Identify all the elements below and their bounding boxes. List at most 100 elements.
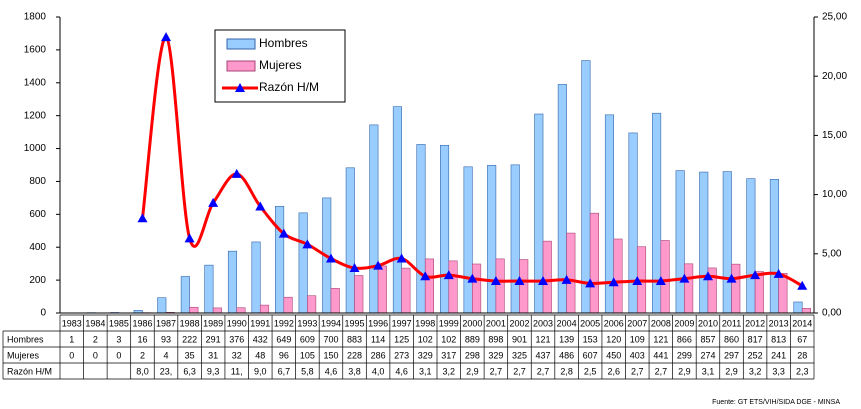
bar — [448, 260, 458, 314]
bar — [157, 297, 167, 314]
ratio-marker — [608, 277, 619, 287]
x-tick-label: 2013 — [769, 318, 789, 328]
bar — [463, 166, 473, 314]
table-row-label: Hombres — [7, 334, 44, 344]
table-cell: 403 — [630, 350, 645, 360]
bar — [746, 178, 756, 314]
x-tick-label: 1992 — [274, 318, 294, 328]
table-cell: 325 — [512, 350, 527, 360]
table-cell: 5,8 — [301, 366, 314, 376]
table-cell: 120 — [606, 334, 621, 344]
y2-tick-label: 10,00 — [822, 189, 847, 200]
table-cell: 102 — [418, 334, 433, 344]
bar — [251, 241, 261, 314]
y-tick-label: 400 — [29, 242, 46, 253]
ratio-marker — [255, 201, 266, 211]
bar — [236, 307, 246, 314]
y-tick-label: 1400 — [24, 77, 47, 88]
table-cell: 96 — [279, 350, 289, 360]
table-cell: 3,3 — [772, 366, 785, 376]
table-cell: 31 — [208, 350, 218, 360]
ratio-marker — [302, 239, 313, 249]
x-tick-label: 1985 — [109, 318, 129, 328]
source-note: Fuente: GT ETS/VIH/SIDA DGE - MINSA — [712, 399, 840, 406]
table-cell: 2,7 — [655, 366, 668, 376]
y-tick-label: 1200 — [24, 110, 47, 121]
y-tick-label: 600 — [29, 209, 46, 220]
table-cell: 2,7 — [537, 366, 550, 376]
table-cell: 16 — [137, 334, 147, 344]
table-cell: 291 — [206, 334, 221, 344]
x-tick-label: 2007 — [627, 318, 647, 328]
ratio-marker — [585, 278, 596, 288]
bar — [392, 106, 402, 314]
ratio-marker — [679, 273, 690, 283]
ratio-marker — [420, 271, 431, 281]
legend-label: Mujeres — [259, 58, 302, 72]
y-tick-label: 1600 — [24, 45, 47, 56]
bar — [189, 306, 199, 314]
ratio-marker — [278, 228, 289, 238]
x-tick-label: 2001 — [486, 318, 506, 328]
bar — [369, 124, 379, 314]
ratio-marker — [137, 213, 148, 223]
bar — [801, 308, 812, 314]
table-cell: 901 — [512, 334, 527, 344]
legend-label: Razón H/M — [259, 80, 319, 94]
table-cell: 3 — [116, 334, 121, 344]
table-cell: 150 — [323, 350, 338, 360]
bar — [613, 238, 623, 314]
table-cell: 883 — [347, 334, 362, 344]
table-cell: 9,0 — [254, 366, 267, 376]
table-cell: 857 — [700, 334, 715, 344]
x-tick-label: 1991 — [250, 318, 270, 328]
x-tick-label: 1997 — [392, 318, 412, 328]
bar — [439, 144, 450, 314]
table-cell: 813 — [771, 334, 786, 344]
bar — [377, 265, 387, 314]
x-tick-label: 1986 — [132, 318, 152, 328]
x-tick-label: 2000 — [462, 318, 482, 328]
table-cell: 241 — [771, 350, 786, 360]
y2-tick-label: 0,00 — [822, 308, 842, 319]
table-cell: 252 — [748, 350, 763, 360]
x-tick-label: 1993 — [297, 318, 317, 328]
table-cell: 437 — [536, 350, 551, 360]
table-cell: 432 — [253, 334, 268, 344]
table-cell: 609 — [300, 334, 315, 344]
table-cell: 121 — [653, 334, 668, 344]
table-cell: 153 — [583, 334, 598, 344]
y2-tick-label: 5,00 — [822, 248, 842, 259]
ratio-marker — [773, 268, 784, 278]
bar — [675, 170, 685, 314]
bar — [628, 132, 638, 314]
table-cell: 898 — [488, 334, 503, 344]
legend-swatch — [226, 38, 256, 50]
x-tick-label: 2003 — [533, 318, 553, 328]
ratio-marker — [490, 276, 501, 286]
ratio-marker — [632, 276, 643, 286]
bar — [769, 179, 779, 314]
table-cell: 817 — [748, 334, 763, 344]
table-cell: 607 — [583, 350, 598, 360]
x-tick-label: 2006 — [604, 318, 624, 328]
table-cell: 2 — [140, 350, 145, 360]
table-cell: 3,1 — [419, 366, 432, 376]
table-cell: 329 — [418, 350, 433, 360]
x-tick-label: 2009 — [674, 318, 694, 328]
bar — [204, 264, 214, 314]
table-cell: 700 — [323, 334, 338, 344]
bar — [212, 307, 222, 314]
ratio-marker — [538, 276, 549, 286]
bar — [699, 171, 709, 314]
ratio-marker — [514, 276, 525, 286]
table-cell: 228 — [347, 350, 362, 360]
x-tick-label: 1989 — [203, 318, 223, 328]
table-cell: 2,9 — [725, 366, 738, 376]
table-cell: 0 — [69, 350, 74, 360]
x-tick-label: 1999 — [439, 318, 459, 328]
table-cell: 889 — [465, 334, 480, 344]
legend-swatch — [226, 60, 256, 72]
table-cell: 273 — [394, 350, 409, 360]
table-cell: 48 — [255, 350, 265, 360]
